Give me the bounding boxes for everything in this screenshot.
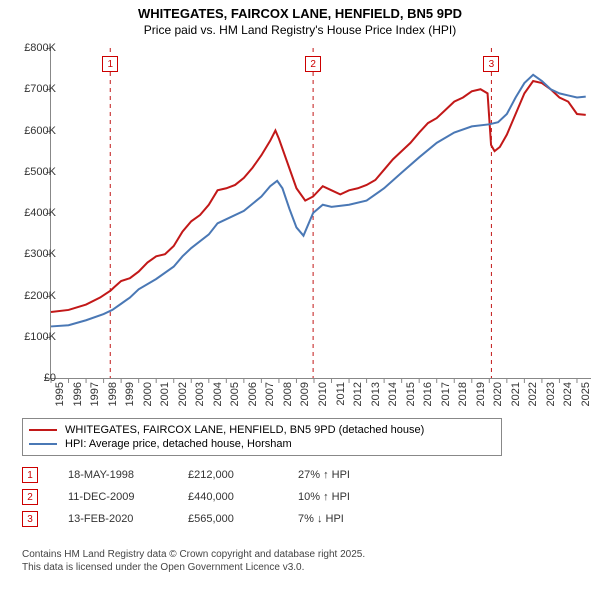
x-axis-label: 2009 — [299, 382, 311, 406]
x-axis-label: 2004 — [212, 382, 224, 406]
y-axis-label: £500K — [24, 166, 56, 178]
event-row: 1 18-MAY-1998 £212,000 27% ↑ HPI — [22, 464, 572, 486]
x-axis-label: 2015 — [405, 382, 417, 406]
footer-attribution: Contains HM Land Registry data © Crown c… — [22, 548, 365, 574]
footer-line-2: This data is licensed under the Open Gov… — [22, 562, 304, 573]
event-date: 11-DEC-2009 — [68, 491, 158, 503]
series-hpi — [51, 75, 586, 327]
y-axis-label: £300K — [24, 248, 56, 260]
x-axis-label: 2025 — [580, 382, 592, 406]
event-marker-2: 2 — [305, 56, 321, 72]
event-pct: 10% ↑ HPI — [298, 491, 378, 503]
event-marker-1: 1 — [102, 56, 118, 72]
x-axis-label: 2000 — [142, 382, 154, 406]
event-marker-3: 3 — [483, 56, 499, 72]
y-axis-label: £100K — [24, 331, 56, 343]
y-axis-label: £700K — [24, 83, 56, 95]
x-axis-label: 1997 — [89, 382, 101, 406]
chart-title: WHITEGATES, FAIRCOX LANE, HENFIELD, BN5 … — [0, 0, 600, 23]
event-date: 13-FEB-2020 — [68, 513, 158, 525]
x-axis-label: 2016 — [422, 382, 434, 406]
x-axis-label: 2010 — [317, 382, 329, 406]
legend: WHITEGATES, FAIRCOX LANE, HENFIELD, BN5 … — [22, 418, 502, 456]
event-pct: 7% ↓ HPI — [298, 513, 378, 525]
x-axis-label: 2012 — [352, 382, 364, 406]
legend-item: HPI: Average price, detached house, Hors… — [29, 437, 495, 451]
y-axis-label: £800K — [24, 42, 56, 54]
footer-line-1: Contains HM Land Registry data © Crown c… — [22, 549, 365, 560]
event-price: £440,000 — [188, 491, 268, 503]
legend-swatch — [29, 443, 57, 445]
x-axis-label: 2005 — [229, 382, 241, 406]
x-axis-label: 2024 — [562, 382, 574, 406]
x-axis-label: 2006 — [247, 382, 259, 406]
x-axis-label: 2022 — [527, 382, 539, 406]
x-axis-label: 1999 — [124, 382, 136, 406]
event-badge: 2 — [22, 489, 38, 505]
y-axis-label: £600K — [24, 125, 56, 137]
plot-area: 1 2 3 — [50, 48, 591, 379]
legend-label: WHITEGATES, FAIRCOX LANE, HENFIELD, BN5 … — [65, 424, 424, 436]
x-axis-label: 1996 — [72, 382, 84, 406]
event-date: 18-MAY-1998 — [68, 469, 158, 481]
event-row: 2 11-DEC-2009 £440,000 10% ↑ HPI — [22, 486, 572, 508]
event-row: 3 13-FEB-2020 £565,000 7% ↓ HPI — [22, 508, 572, 530]
legend-swatch — [29, 429, 57, 431]
event-price: £565,000 — [188, 513, 268, 525]
event-table: 1 18-MAY-1998 £212,000 27% ↑ HPI 2 11-DEC-200… — [22, 464, 572, 530]
x-axis-label: 2003 — [194, 382, 206, 406]
x-axis-label: 2011 — [335, 382, 347, 406]
x-axis-label: 2001 — [159, 382, 171, 406]
legend-item: WHITEGATES, FAIRCOX LANE, HENFIELD, BN5 … — [29, 423, 495, 437]
event-pct: 27% ↑ HPI — [298, 469, 378, 481]
x-axis-label: 2021 — [510, 382, 522, 406]
x-axis-label: 2002 — [177, 382, 189, 406]
x-axis-label: 1995 — [54, 382, 66, 406]
x-axis-label: 2007 — [264, 382, 276, 406]
x-axis-label: 2018 — [457, 382, 469, 406]
x-axis-label: 2019 — [475, 382, 487, 406]
event-price: £212,000 — [188, 469, 268, 481]
event-badge: 3 — [22, 511, 38, 527]
x-axis-label: 2008 — [282, 382, 294, 406]
y-axis-label: £400K — [24, 207, 56, 219]
chart-container: WHITEGATES, FAIRCOX LANE, HENFIELD, BN5 … — [0, 0, 600, 590]
event-badge: 1 — [22, 467, 38, 483]
x-axis-label: 1998 — [107, 382, 119, 406]
chart-subtitle: Price paid vs. HM Land Registry's House … — [0, 23, 600, 41]
y-axis-label: £200K — [24, 290, 56, 302]
x-axis-label: 2014 — [387, 382, 399, 406]
x-axis-label: 2020 — [492, 382, 504, 406]
x-axis-label: 2023 — [545, 382, 557, 406]
title-line-1: WHITEGATES, FAIRCOX LANE, HENFIELD, BN5 … — [138, 6, 462, 21]
x-axis-label: 2017 — [440, 382, 452, 406]
x-axis-label: 2013 — [370, 382, 382, 406]
plot-svg — [51, 48, 591, 378]
legend-label: HPI: Average price, detached house, Hors… — [65, 438, 292, 450]
